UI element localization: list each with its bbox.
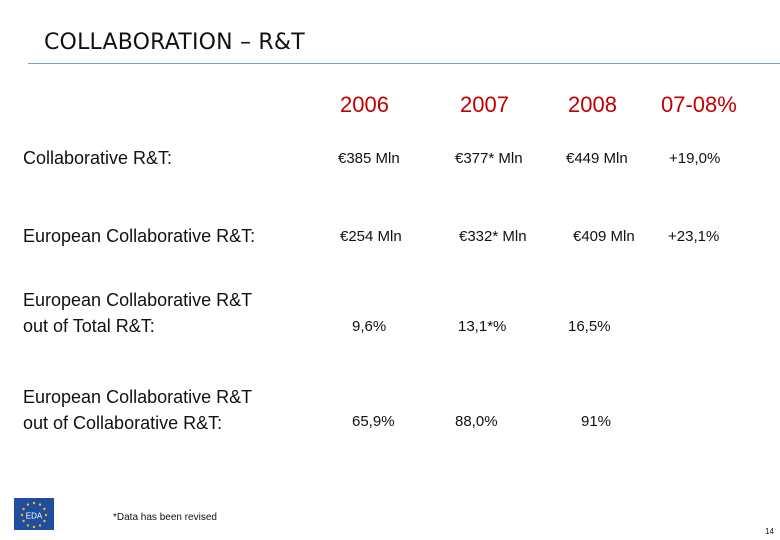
header-2006: 2006 <box>340 92 389 117</box>
cell-r2-2007: €332* Mln <box>459 228 527 245</box>
row-label-line: European Collaborative R&T <box>23 290 253 310</box>
cell-r3-2007: 13,1*% <box>458 318 507 335</box>
header-2007: 2007 <box>460 92 509 117</box>
cell-r1-2007: €377* Mln <box>455 150 523 167</box>
cell-r4-2008: 91% <box>581 413 612 430</box>
row-label-line: out of Total R&T: <box>23 316 155 336</box>
title-divider <box>28 63 780 64</box>
cell-r3-2008: 16,5% <box>568 318 611 335</box>
header-change: 07-08% <box>661 92 737 117</box>
cell-r2-change: +23,1% <box>668 228 720 245</box>
page-title: COLLABORATION – R&T <box>44 30 305 55</box>
row-label-share-collaborative: European Collaborative R&T out of Collab… <box>23 384 252 436</box>
cell-r4-2006: 65,9% <box>352 413 395 430</box>
cell-r2-2008: €409 Mln <box>573 228 635 245</box>
cell-r1-2006: €385 Mln <box>338 150 400 167</box>
cell-r2-2006: €254 Mln <box>340 228 402 245</box>
row-label-line: European Collaborative R&T <box>23 387 253 407</box>
cell-r1-2008: €449 Mln <box>566 150 628 167</box>
cell-r4-2007: 88,0% <box>455 413 498 430</box>
row-label-line: out of Collaborative R&T: <box>23 413 223 433</box>
eda-logo: EDA <box>14 498 54 530</box>
row-label-share-total: European Collaborative R&T out of Total … <box>23 287 252 339</box>
header-2008: 2008 <box>568 92 617 117</box>
page-number: 14 <box>765 527 774 536</box>
row-label-collaborative: Collaborative R&T: <box>23 148 173 168</box>
cell-r1-change: +19,0% <box>669 150 721 167</box>
row-label-european-collaborative: European Collaborative R&T: <box>23 226 256 246</box>
logo-text: EDA <box>26 512 43 521</box>
footnote: *Data has been revised <box>113 512 217 523</box>
cell-r3-2006: 9,6% <box>352 318 387 335</box>
